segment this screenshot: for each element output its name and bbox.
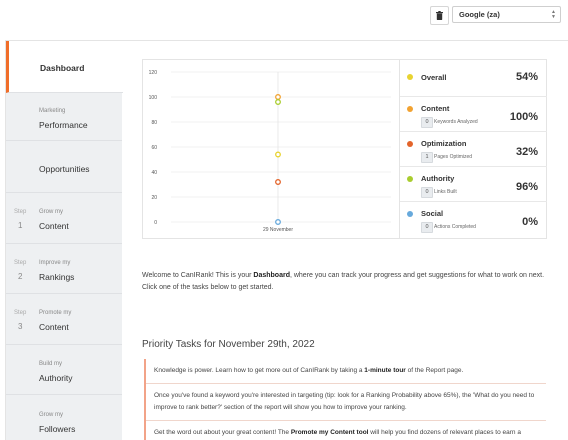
sidebar-item-label: Rankings — [39, 272, 75, 282]
metric-name: Optimization — [421, 139, 467, 148]
score-metrics-list: Overall 54% Content 100% 0 Keywords Anal… — [399, 60, 547, 238]
delete-button[interactable] — [430, 6, 449, 25]
metric-sub-label: Pages Optimized — [434, 154, 473, 160]
sidebar-item-label: Followers — [39, 424, 76, 434]
priority-tasks-heading: Priority Tasks for November 29th, 2022 — [142, 339, 315, 350]
sidebar-item-caption: Grow my — [39, 209, 63, 215]
data-point-content — [275, 94, 281, 100]
metric-sub-label: Actions Completed — [434, 224, 476, 230]
metric-value: 54% — [515, 71, 538, 83]
data-point-authority — [275, 99, 281, 105]
metric-value: 0% — [522, 216, 538, 228]
welcome-dashboard-word: Dashboard — [253, 272, 290, 279]
content-legend-dot — [407, 106, 413, 112]
sidebar-item-dashboard[interactable]: Dashboard — [6, 41, 123, 93]
task-text: of the Report page. — [405, 367, 464, 374]
priority-task-list: Knowledge is power. Learn how to get mor… — [144, 359, 546, 440]
step-caption: Step — [14, 260, 27, 266]
data-point-overall — [275, 151, 281, 158]
sidebar-item-label: Opportunities — [39, 164, 90, 174]
promote-content-link[interactable]: Promote my Content tool — [290, 429, 369, 436]
sidebar-item-opportunities[interactable]: Opportunities — [6, 141, 122, 193]
metric-count-badge: 0 — [421, 222, 433, 233]
sidebar-item-label: Content — [39, 322, 69, 332]
step-number: 1 — [18, 221, 23, 230]
y-tick-label: 60 — [151, 145, 157, 151]
social-legend-dot — [407, 211, 413, 217]
metric-sub-label: Keywords Analyzed — [434, 119, 478, 125]
task-text: will help you find dozens of relevant pl… — [368, 429, 521, 436]
optimization-legend-dot — [407, 141, 413, 147]
sidebar-item-label: Performance — [39, 120, 88, 130]
y-tick-label: 80 — [151, 120, 157, 126]
y-tick-label: 120 — [149, 70, 158, 76]
authority-legend-dot — [407, 176, 413, 182]
search-engine-value: Google (za) — [459, 10, 500, 19]
task-item[interactable]: Get the word out about your great conten… — [146, 421, 546, 440]
welcome-text-2: , where you can track your progress and … — [142, 272, 545, 291]
sidebar-item-grow-content[interactable]: Step 1 Grow my Content — [6, 193, 122, 244]
metric-social[interactable]: Social 0% 0 Actions Completed — [400, 202, 547, 238]
sidebar-item-caption: Marketing — [39, 108, 66, 114]
top-bar: Google (za) ▲ ▼ — [0, 0, 568, 40]
metric-value: 96% — [515, 181, 538, 193]
task-item[interactable]: Once you've found a keyword you're inter… — [146, 384, 546, 421]
sidebar-item-promote-content[interactable]: Step 3 Promote my Content — [6, 294, 122, 345]
metric-count-badge: 0 — [421, 117, 433, 128]
metric-sub-label: Links Built — [434, 189, 457, 195]
task-text: Once you've found a keyword you're inter… — [154, 392, 535, 411]
metric-count-badge: 1 — [421, 152, 433, 163]
sidebar-item-caption: Build my — [39, 361, 63, 367]
data-point-social — [275, 219, 281, 225]
x-tick-label: 29 November — [263, 227, 293, 233]
welcome-message: Welcome to CanIRank! This is your Dashbo… — [142, 270, 550, 294]
metric-optimization[interactable]: Optimization 32% 1 Pages Optimized — [400, 132, 547, 167]
score-chart: 0 20 40 60 80 100 120 29 November — [143, 60, 399, 238]
score-chart-box: 0 20 40 60 80 100 120 29 November Overall 54% C… — [142, 59, 547, 239]
metric-name: Overall — [421, 73, 447, 82]
task-item[interactable]: Knowledge is power. Learn how to get mor… — [146, 359, 546, 384]
y-tick-label: 100 — [149, 95, 158, 101]
sidebar-item-improve-rankings[interactable]: Step 2 Improve my Rankings — [6, 244, 122, 294]
welcome-text-1: Welcome to CanIRank! This is your — [142, 272, 254, 279]
sidebar-item-build-authority[interactable]: Build my Authority — [6, 345, 122, 395]
y-tick-label: 0 — [154, 220, 157, 226]
sidebar-item-caption: Improve my — [39, 260, 71, 266]
task-text: Knowledge is power. Learn how to get mor… — [154, 367, 365, 374]
data-point-optimization — [275, 179, 281, 185]
task-text: Get the word out about your great conten… — [154, 429, 291, 436]
y-tick-label: 40 — [151, 170, 157, 176]
y-tick-label: 20 — [151, 195, 157, 201]
step-number: 2 — [18, 272, 23, 281]
search-engine-select[interactable]: Google (za) ▲ ▼ — [452, 6, 561, 23]
metric-name: Authority — [421, 174, 455, 183]
sidebar-item-caption: Promote my — [39, 310, 72, 316]
select-arrows-icon: ▲ ▼ — [551, 9, 556, 20]
metric-value: 32% — [515, 146, 538, 158]
step-caption: Step — [14, 310, 27, 316]
overall-legend-dot — [407, 74, 413, 80]
sidebar-item-label: Authority — [39, 373, 73, 383]
metric-content[interactable]: Content 100% 0 Keywords Analyzed — [400, 97, 547, 132]
sidebar-item-label: Dashboard — [40, 63, 85, 73]
step-number: 3 — [18, 322, 23, 331]
metric-name: Social — [421, 209, 444, 218]
metric-count-badge: 0 — [421, 187, 433, 198]
metric-authority[interactable]: Authority 96% 0 Links Built — [400, 167, 547, 202]
sidebar-item-label: Content — [39, 221, 69, 231]
dashboard-panel: Dashboard Marketing Performance Opportun… — [5, 40, 568, 440]
metric-name: Content — [421, 104, 450, 113]
sidebar-item-grow-followers[interactable]: Grow my Followers — [6, 395, 122, 440]
step-caption: Step — [14, 209, 27, 215]
trash-icon — [436, 11, 443, 20]
sidebar-item-caption: Grow my — [39, 412, 63, 418]
metric-value: 100% — [509, 111, 538, 123]
score-scatter-chart: 0 20 40 60 80 100 120 29 November — [149, 70, 391, 233]
sidebar-nav: Dashboard Marketing Performance Opportun… — [6, 41, 123, 440]
metric-overall[interactable]: Overall 54% — [400, 60, 547, 97]
tour-link[interactable]: 1-minute tour — [364, 367, 406, 374]
sidebar-item-performance[interactable]: Marketing Performance — [6, 93, 122, 141]
